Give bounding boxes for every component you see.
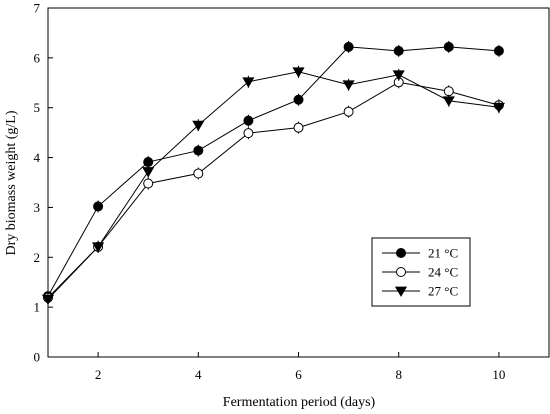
x-axis-ticks: 2 4 6 8 10 [95,352,505,382]
data-point [493,45,504,56]
plot-frame [47,7,550,358]
y-tick-label: 5 [34,100,41,115]
data-point [243,128,254,139]
data-point [92,242,105,253]
x-axis-label: Fermentation period (days) [223,395,376,410]
data-point [292,67,305,78]
data-point [243,115,254,126]
data-point [143,157,154,168]
x-tick-label: 10 [492,367,505,382]
y-tick-label: 6 [34,50,41,65]
y-axis-ticks: 0 1 2 3 4 5 6 7 [34,1,53,365]
legend-marker [396,267,406,277]
legend-entry-label: 24 °C [428,265,458,280]
data-point [242,77,255,88]
plot-area-border [47,7,550,358]
legend-marker [396,248,406,258]
data-point [293,122,304,133]
data-point [443,41,454,52]
series-lines [47,46,500,300]
y-tick-label: 4 [34,150,41,165]
data-point [442,96,455,107]
x-tick-label: 6 [295,367,302,382]
series-line [47,46,499,297]
series-markers [41,40,505,306]
data-point [342,80,355,91]
data-point [93,201,104,212]
data-point [343,106,354,117]
series-line [47,81,500,299]
data-point [41,294,55,306]
legend: 21 °C 24 °C 27 °C [371,237,471,307]
data-point [192,120,205,132]
data-point [193,168,204,179]
y-tick-label: 0 [34,350,41,365]
x-tick-label: 4 [195,367,202,382]
data-point [193,145,204,156]
data-point [143,178,154,189]
data-point [393,45,404,56]
data-point [443,86,454,97]
x-tick-label: 2 [95,367,102,382]
x-tick-label: 8 [395,367,402,382]
data-point [392,70,405,81]
data-point [343,41,354,52]
y-tick-label: 7 [34,1,41,16]
y-tick-label: 1 [34,300,41,315]
data-point [142,167,155,178]
legend-entry-label: 21 °C [428,246,458,261]
y-axis-label: Dry biomass weight (g/L) [4,110,19,255]
legend-marker [394,286,408,297]
y-tick-label: 3 [34,200,41,215]
legend-entry-label: 27 °C [428,284,458,299]
y-tick-label: 2 [34,250,41,265]
series-line [47,71,499,300]
data-point [293,94,304,105]
data-point [492,102,505,114]
